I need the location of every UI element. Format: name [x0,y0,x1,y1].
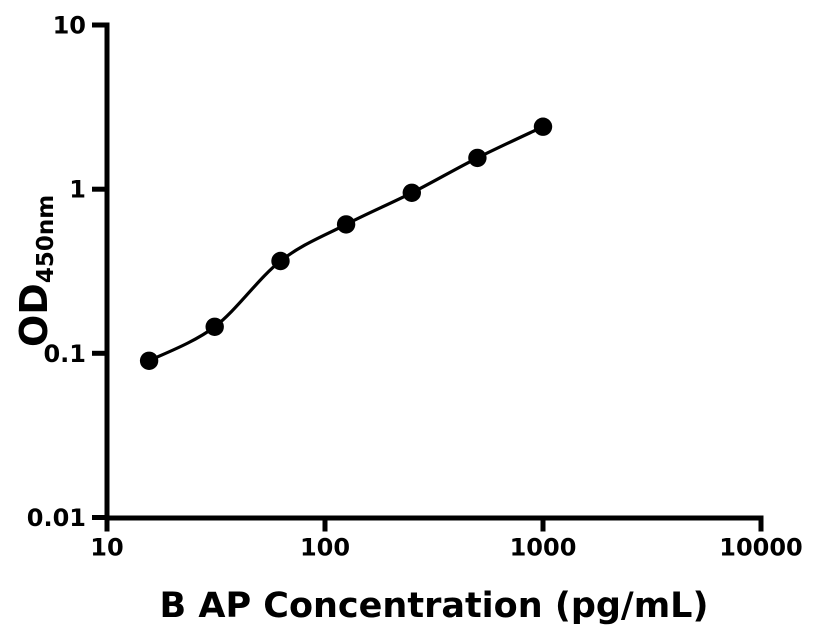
y-tick-label: 0.1 [43,340,86,368]
data-series [139,117,553,370]
y-tick-label: 1 [69,176,86,204]
data-point [139,351,159,370]
data-point [271,251,290,271]
x-axis-title: B AP Concentration (pg/mL) [160,586,709,626]
data-point [533,117,553,136]
y-axis-title-subscript: 450nm [33,195,59,283]
data-point [402,183,421,202]
x-tick-label: 1000 [510,534,577,562]
x-tick-label: 100 [300,534,350,562]
y-tick-label: 10 [53,12,86,40]
y-axis-title-main: OD [12,283,56,347]
y-axis-title: OD450nm [12,195,59,347]
axes [92,22,764,532]
y-tick-label: 0.01 [27,504,86,532]
x-tick-label: 10000 [719,534,803,562]
x-tick-label: 10 [90,534,123,562]
data-point [468,148,487,168]
data-point [205,317,224,336]
data-point [336,215,356,234]
